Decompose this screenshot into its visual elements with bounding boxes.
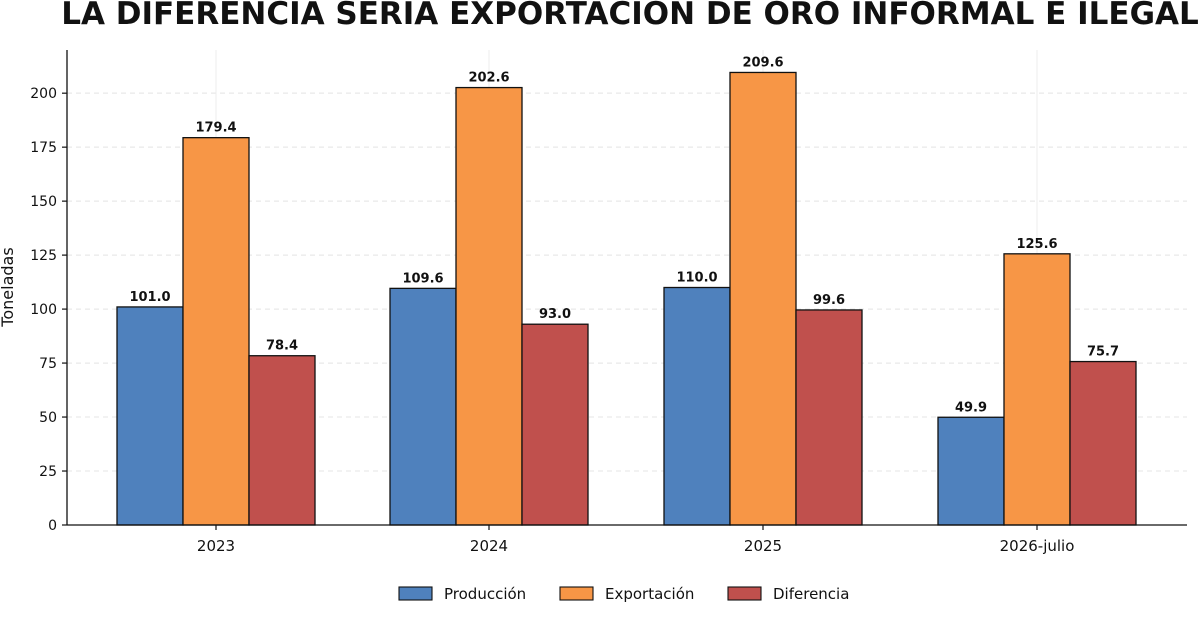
- bar-exportación-2024: [455, 86, 523, 526]
- data-label: 99.6: [813, 293, 845, 308]
- data-labels: 101.0 179.4 78.4 109.6 202.6 93.0 110.0 209.6 99…: [129, 55, 1119, 415]
- x-tick-label: 2026-julio: [1000, 537, 1075, 555]
- x-tick-label: 2024: [470, 537, 508, 555]
- data-label: 109.6: [402, 271, 443, 286]
- data-label: 110.0: [676, 271, 717, 286]
- chart-title: LA DIFERENCIA SERÍA EXPORTACIÓN DE ORO I…: [61, 0, 1199, 32]
- data-label: 125.6: [1016, 237, 1057, 252]
- data-label: 101.0: [129, 290, 170, 305]
- y-tick-label: 175: [30, 140, 57, 156]
- bar-diferencia-2024: [521, 323, 589, 526]
- bar-producción-2024: [389, 287, 457, 526]
- y-tick-label: 0: [48, 518, 57, 534]
- legend-swatch-exportación: [559, 586, 594, 601]
- x-tick-label: 2023: [197, 537, 235, 555]
- legend: Producción Exportación Diferencia: [398, 585, 849, 603]
- y-tick-label: 100: [30, 302, 57, 318]
- y-tick-label: 50: [39, 410, 57, 426]
- legend-swatch-diferencia: [727, 586, 762, 601]
- bar-producción-2026-julio: [937, 416, 1005, 526]
- bar-exportación-2026-julio: [1003, 253, 1071, 526]
- bar-diferencia-2023: [248, 355, 316, 526]
- y-tick-label: 150: [30, 194, 57, 210]
- bar-exportación-2023: [182, 137, 250, 526]
- bars: [116, 71, 1137, 526]
- x-tick-label: 2025: [744, 537, 782, 555]
- data-label: 49.9: [955, 400, 987, 415]
- y-tick-label: 125: [30, 248, 57, 264]
- bar-diferencia-2025: [795, 309, 863, 526]
- y-axis-label: Toneladas: [0, 247, 17, 327]
- data-label: 209.6: [742, 55, 783, 70]
- y-tick-label: 25: [39, 464, 57, 480]
- bar-producción-2023: [116, 306, 184, 526]
- y-tick-label: 200: [30, 86, 57, 102]
- legend-label: Producción: [444, 585, 526, 603]
- legend-label: Diferencia: [773, 585, 849, 603]
- data-label: 78.4: [266, 339, 298, 354]
- axes: 0 25 50 75 100 125 150 175 200 2023 2024 2025 2026-j…: [30, 50, 1187, 555]
- bar-producción-2025: [663, 286, 731, 526]
- y-tick-label: 75: [39, 356, 57, 372]
- legend-label: Exportación: [605, 585, 694, 603]
- data-label: 75.7: [1087, 345, 1119, 360]
- bar-diferencia-2026-julio: [1069, 360, 1137, 526]
- data-label: 179.4: [195, 121, 236, 136]
- legend-swatch-producción: [398, 586, 433, 601]
- data-label: 93.0: [539, 307, 571, 322]
- data-label: 202.6: [468, 71, 509, 86]
- bar-exportación-2025: [729, 71, 797, 526]
